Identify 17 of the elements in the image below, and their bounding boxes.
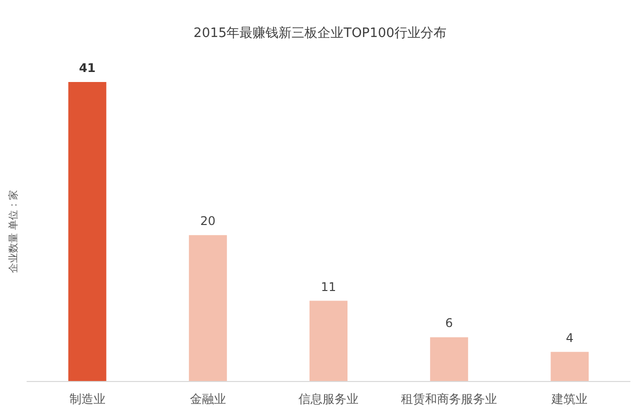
x-tick-label: 租赁和商务服务业	[401, 392, 498, 406]
y-axis-title: 企业数量 单位：家	[8, 190, 20, 274]
x-tick-label: 建筑业	[550, 392, 588, 406]
bar	[188, 235, 227, 381]
x-tick-label: 金融业	[190, 392, 226, 406]
data-label: 20	[200, 214, 216, 228]
data-label: 6	[445, 316, 453, 330]
x-tick-label: 制造业	[69, 392, 106, 406]
data-label: 11	[320, 280, 336, 294]
bar	[68, 82, 106, 381]
x-tick-label: 信息服务业	[298, 392, 358, 406]
bar	[430, 337, 468, 381]
data-label: 4	[566, 330, 574, 345]
bar	[310, 300, 348, 381]
bar	[550, 352, 589, 381]
data-label: 41	[78, 61, 96, 75]
chart-title: 2015年最赚钱新三板企业TOP100行业分布	[194, 26, 446, 41]
